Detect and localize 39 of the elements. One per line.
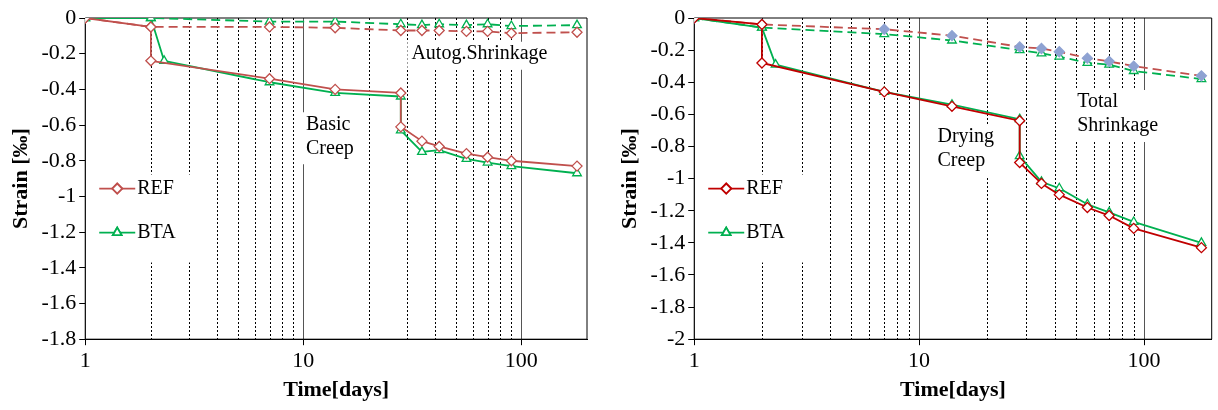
x-tick-label: 100	[504, 347, 538, 373]
y-tick-label: -1	[57, 182, 77, 208]
y-tick-label: -0.4	[41, 75, 77, 101]
y-tick-label: -1.6	[41, 289, 77, 315]
annotation: Total Shrinkage	[1077, 89, 1159, 137]
y-tick-label: 0	[674, 3, 686, 29]
x-tick-label: 10	[908, 347, 931, 373]
y-tick-label: -1.6	[650, 260, 686, 286]
x-tick-label: 1	[79, 347, 91, 373]
x-tick-label: 100	[1127, 347, 1161, 373]
y-tick-label: -1.4	[650, 228, 686, 254]
legend-label: BTA	[137, 219, 177, 242]
y-tick-label: -1.2	[650, 196, 686, 222]
x-tick-label: 1	[688, 347, 700, 373]
y-tick-label: -0.8	[41, 146, 77, 172]
y-tick-label: -0.4	[650, 68, 686, 94]
y-tick-label: 0	[65, 3, 77, 29]
y-tick-label: -1.2	[41, 217, 77, 243]
y-tick-label: -0.2	[41, 39, 77, 65]
y-tick-label: -0.8	[650, 132, 686, 158]
x-axis-title: Time[days]	[283, 376, 390, 402]
annotation: Drying Creep	[937, 124, 995, 172]
y-axis-title: Strain [‰]	[615, 128, 641, 230]
y-tick-label: -1	[666, 164, 686, 190]
annotation: Autog.Shrinkage	[411, 40, 548, 64]
y-axis-title: Strain [‰]	[6, 128, 32, 230]
y-tick-label: -1.8	[650, 292, 686, 318]
y-tick-label: -0.2	[650, 35, 686, 61]
y-tick-label: -0.6	[650, 100, 686, 126]
legend-label: BTA	[746, 219, 786, 242]
x-tick-label: 10	[292, 347, 315, 373]
y-tick-label: -1.8	[41, 324, 77, 350]
x-axis-title: Time[days]	[899, 376, 1006, 402]
annotation: Basic Creep	[306, 111, 354, 159]
y-tick-label: -2	[666, 324, 686, 350]
y-tick-label: -0.6	[41, 110, 77, 136]
legend-label: REF	[137, 175, 174, 198]
legend-label: REF	[746, 175, 783, 198]
y-tick-label: -1.4	[41, 253, 77, 279]
